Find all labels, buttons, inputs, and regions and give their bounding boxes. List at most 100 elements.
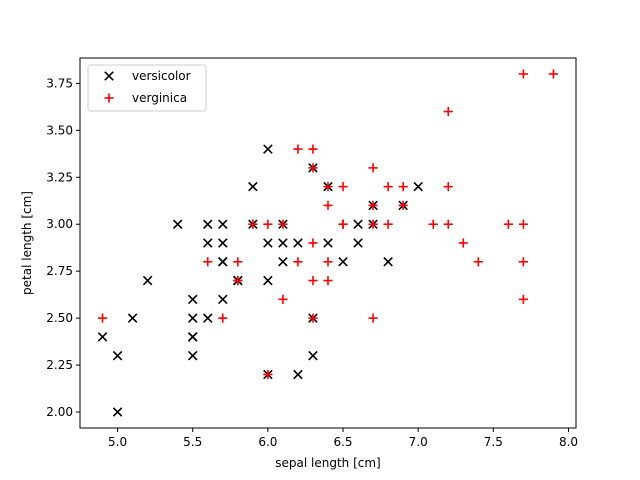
data-point-verginica	[323, 182, 333, 192]
y-tick-label: 3.75	[46, 76, 73, 90]
x-tick-label: 5.0	[108, 435, 127, 449]
data-point-versicolor	[323, 238, 333, 248]
data-point-verginica	[368, 313, 378, 323]
legend-marker-verginica	[104, 93, 114, 103]
legend-label-verginica: verginica	[132, 91, 187, 105]
y-tick-label: 2.50	[46, 311, 73, 325]
data-point-versicolor	[338, 257, 348, 267]
data-point-verginica	[383, 182, 393, 192]
data-point-verginica	[518, 257, 528, 267]
y-tick-label: 2.75	[46, 264, 73, 278]
data-point-verginica	[233, 257, 243, 267]
x-axis-label: sepal length [cm]	[275, 456, 380, 470]
x-axis-ticks: 5.0 5.5 6.0 6.5 7.0 7.5 8.0	[108, 428, 578, 449]
data-point-versicolor	[187, 294, 198, 305]
data-point-verginica	[308, 163, 318, 173]
data-point-verginica	[248, 219, 258, 229]
data-point-versicolor	[413, 181, 423, 192]
data-point-verginica	[97, 313, 108, 323]
data-point-versicolor	[218, 219, 228, 229]
data-point-versicolor	[353, 238, 363, 248]
data-points	[97, 69, 559, 417]
data-point-verginica	[218, 313, 228, 323]
data-point-versicolor	[142, 275, 153, 286]
data-point-verginica	[323, 257, 333, 267]
data-point-verginica	[323, 275, 333, 286]
x-tick-label: 6.5	[333, 435, 352, 449]
x-tick-label: 5.5	[183, 435, 202, 449]
x-tick-label: 6.0	[258, 435, 277, 449]
data-point-verginica	[278, 219, 288, 229]
plot-area	[79, 57, 577, 429]
data-point-versicolor	[187, 350, 198, 361]
data-point-verginica	[518, 69, 528, 79]
data-point-verginica	[308, 238, 318, 248]
data-point-versicolor	[218, 238, 228, 248]
data-point-verginica	[308, 144, 318, 154]
data-point-verginica	[368, 163, 378, 173]
data-point-verginica	[443, 219, 453, 229]
data-point-versicolor	[308, 350, 318, 361]
data-point-versicolor	[263, 275, 273, 286]
data-point-versicolor	[293, 238, 303, 248]
data-point-versicolor	[97, 332, 108, 342]
data-point-verginica	[338, 219, 348, 229]
data-point-versicolor	[263, 238, 273, 248]
data-point-verginica	[263, 369, 273, 380]
y-axis-ticks: 2.00 2.25 2.50 2.75 3.00 3.25 3.50 3.75	[46, 76, 80, 419]
y-tick-label: 2.25	[46, 358, 73, 372]
data-point-verginica	[518, 294, 528, 304]
data-point-versicolor	[353, 219, 363, 229]
data-point-verginica	[518, 219, 528, 229]
y-tick-label: 3.00	[46, 217, 73, 231]
legend-marker-versicolor	[104, 71, 114, 81]
data-point-verginica	[443, 106, 453, 117]
data-point-verginica	[398, 182, 408, 192]
data-point-versicolor	[293, 369, 303, 380]
data-point-versicolor	[127, 313, 138, 323]
data-point-versicolor	[218, 257, 228, 267]
data-point-verginica	[548, 69, 559, 79]
data-point-verginica	[293, 257, 303, 267]
x-tick-label: 8.0	[559, 435, 578, 449]
data-point-verginica	[233, 275, 243, 286]
data-point-verginica	[503, 219, 513, 229]
data-point-versicolor	[278, 257, 288, 267]
legend-marker	[104, 93, 114, 103]
data-point-versicolor	[172, 219, 183, 229]
x-tick-label: 7.5	[484, 435, 503, 449]
data-point-versicolor	[218, 294, 228, 305]
data-point-versicolor	[202, 238, 213, 248]
legend-label-versicolor: versicolor	[132, 69, 191, 83]
legend: versicolor verginica	[87, 64, 207, 112]
axes-frame	[79, 57, 577, 429]
data-point-verginica	[203, 257, 213, 267]
data-point-versicolor	[202, 313, 213, 323]
data-point-versicolor	[278, 238, 288, 248]
data-point-verginica	[473, 257, 483, 267]
y-tick-label: 2.00	[46, 405, 73, 419]
data-point-versicolor	[187, 313, 198, 323]
data-point-verginica	[308, 275, 318, 286]
legend-box	[87, 64, 207, 112]
data-point-versicolor	[202, 219, 213, 229]
data-point-versicolor	[112, 350, 123, 361]
legend-marker	[104, 71, 114, 81]
y-tick-label: 3.25	[46, 170, 73, 184]
data-point-versicolor	[383, 257, 393, 267]
data-point-versicolor	[248, 181, 258, 192]
data-point-versicolor	[112, 407, 123, 417]
data-point-verginica	[368, 219, 378, 229]
y-tick-label: 3.50	[46, 123, 73, 137]
y-axis-label: petal length [cm]	[20, 191, 34, 295]
data-point-verginica	[428, 219, 438, 229]
data-point-verginica	[398, 200, 408, 211]
data-point-verginica	[308, 313, 318, 323]
data-point-verginica	[323, 200, 333, 211]
data-point-versicolor	[263, 144, 273, 154]
data-point-verginica	[458, 238, 468, 248]
data-point-versicolor	[187, 332, 198, 342]
data-point-verginica	[443, 182, 453, 192]
data-point-verginica	[368, 200, 378, 211]
